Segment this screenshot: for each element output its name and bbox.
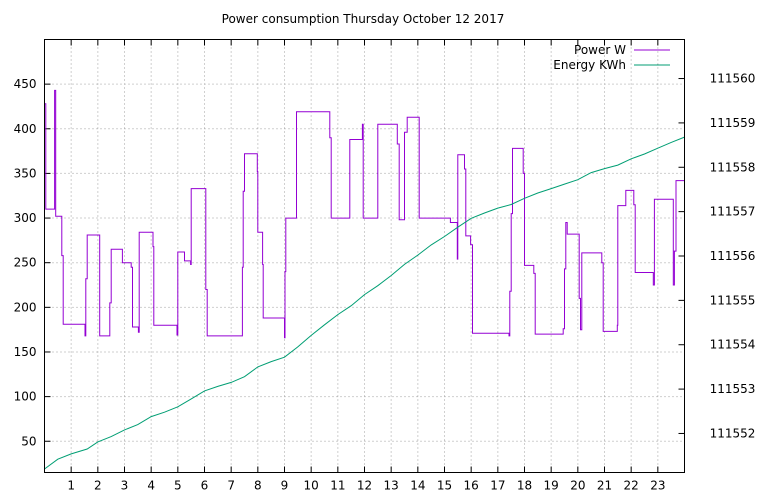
x-tick-label: 3 [121,479,129,493]
y-left-tick-label: 250 [14,256,37,270]
y-right-tick-label: 111559 [710,116,756,130]
plot-frame [44,39,685,473]
power-series-line [44,89,685,339]
y-right-tick-label: 111555 [710,293,756,307]
energy-series-line [44,136,685,470]
y-right-tick-label: 111556 [710,249,756,263]
x-tick-label: 4 [147,479,155,493]
x-tick-label: 6 [201,479,209,493]
y-right-tick-label: 111553 [710,382,756,396]
y-left-tick-label: 400 [14,122,37,136]
x-tick-label: 22 [624,479,639,493]
x-tick-label: 17 [490,479,505,493]
x-tick-label: 23 [650,479,665,493]
y-left-tick-label: 350 [14,166,37,180]
x-tick-label: 14 [410,479,425,493]
y-left-tick-label: 450 [14,77,37,91]
x-tick-label: 10 [304,479,319,493]
chart-title: Power consumption Thursday October 12 20… [222,12,505,26]
x-tick-label: 19 [544,479,559,493]
x-tick-label: 15 [437,479,452,493]
legend-label-energy: Energy KWh [553,58,626,72]
x-tick-label: 9 [281,479,289,493]
x-tick-label: 18 [517,479,532,493]
y-right-tick-label: 111554 [710,338,756,352]
axis-ticks: 1 2 3 4 5 6 7 8 9 10 11 12 13 14 15 16 17 18 19 20 21 22 23501… [14,39,756,493]
y-left-tick-label: 300 [14,211,37,225]
y-right-tick-label: 111557 [710,205,756,219]
legend-label-power: Power W [574,43,626,57]
legend: Power W Energy KWh [553,43,670,72]
x-tick-label: 2 [94,479,102,493]
y-right-tick-label: 111560 [710,72,756,86]
y-left-tick-label: 50 [21,434,36,448]
series-lines [44,89,685,470]
x-tick-label: 8 [254,479,262,493]
y-left-tick-label: 150 [14,345,37,359]
y-right-tick-label: 111558 [710,160,756,174]
x-tick-label: 21 [597,479,612,493]
y-left-tick-label: 100 [14,390,37,404]
x-tick-label: 5 [174,479,182,493]
x-tick-label: 11 [330,479,345,493]
x-tick-label: 20 [570,479,585,493]
y-right-tick-label: 111552 [710,426,756,440]
grid-lines [44,39,685,473]
x-tick-label: 1 [67,479,75,493]
y-left-tick-label: 200 [14,300,37,314]
x-tick-label: 12 [357,479,372,493]
x-tick-label: 7 [227,479,235,493]
x-tick-label: 13 [384,479,399,493]
x-tick-label: 16 [464,479,479,493]
